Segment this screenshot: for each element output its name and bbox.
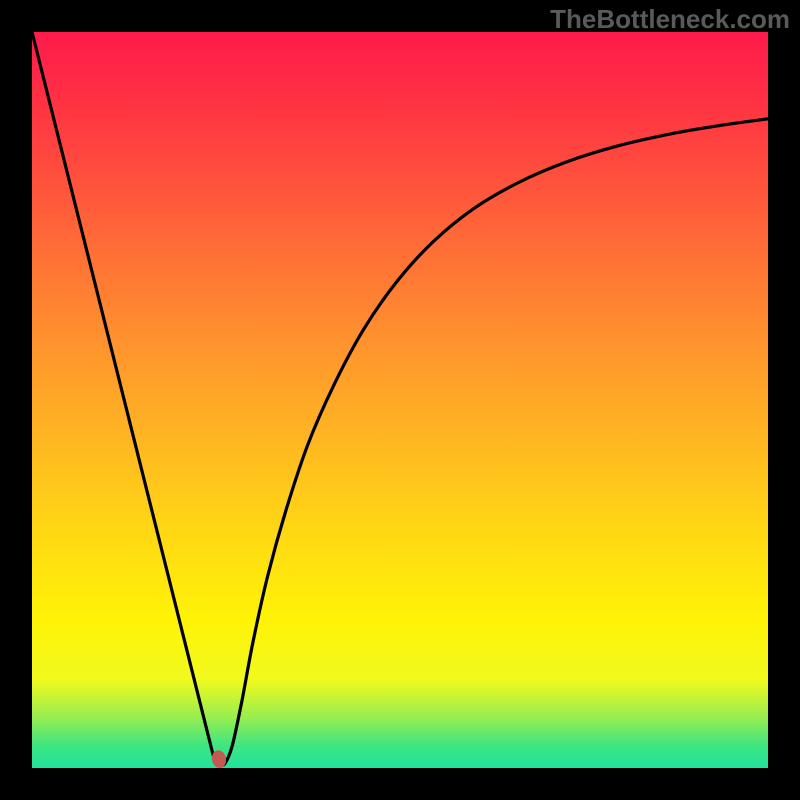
watermark-text: TheBottleneck.com bbox=[550, 4, 790, 35]
chart-container: TheBottleneck.com bbox=[0, 0, 800, 800]
plot-background-gradient bbox=[32, 32, 768, 768]
bottleneck-chart bbox=[0, 0, 800, 800]
